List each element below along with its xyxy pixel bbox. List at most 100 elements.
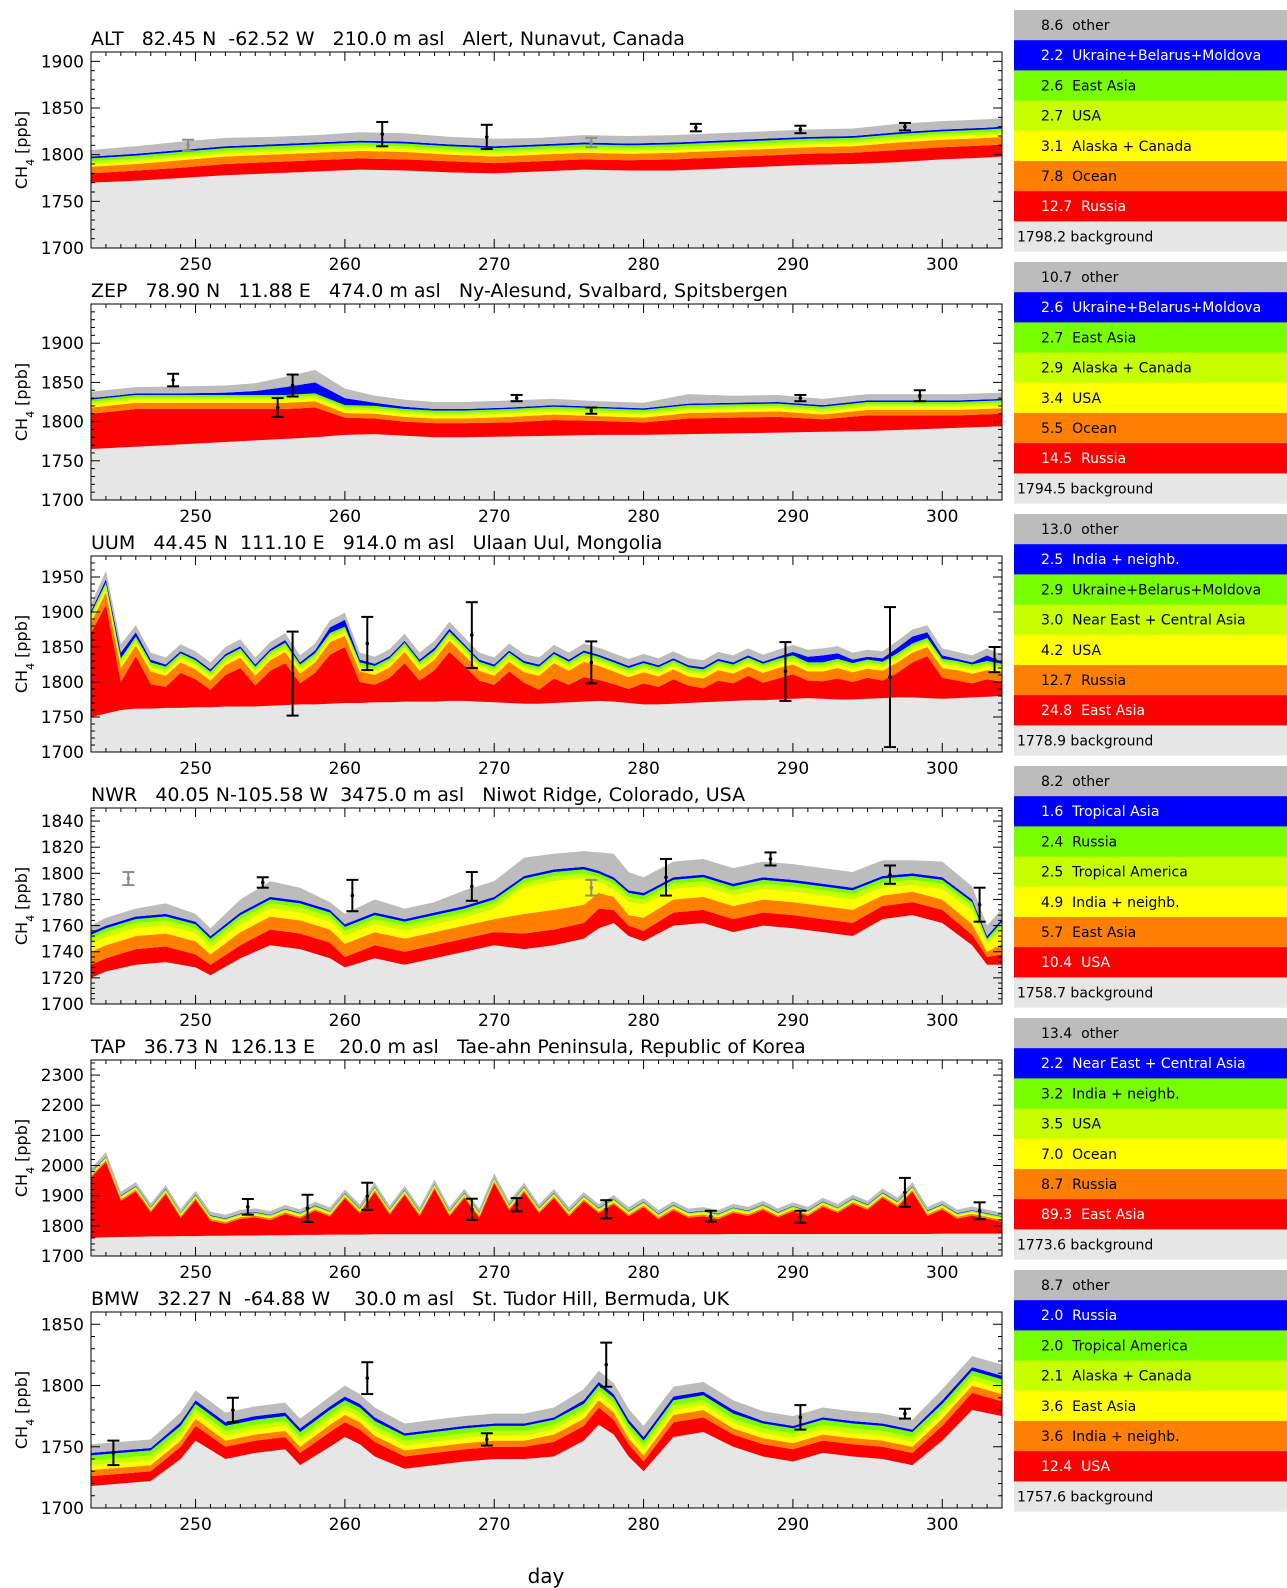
legend-swatch	[1014, 1270, 1287, 1301]
y-tick-label: 1900	[41, 334, 84, 354]
x-tick-label: 290	[777, 507, 809, 527]
observation-errorbar	[764, 851, 777, 867]
stack-layer-other	[91, 369, 1002, 410]
legend-entry: 2.2 Ukraine+Belarus+Moldova	[1041, 48, 1261, 64]
stack-layer-east-asia	[91, 393, 1002, 413]
x-tick-label: 300	[926, 759, 958, 779]
legend-swatch	[1014, 766, 1287, 797]
legend-swatch	[1014, 604, 1287, 636]
x-tick-label: 260	[329, 1011, 361, 1031]
legend-entry: 10.7 other	[1041, 270, 1119, 286]
legend-entry: 4.2 USA	[1041, 643, 1102, 659]
observation-errorbar	[361, 615, 374, 672]
observation-errorbar	[585, 878, 598, 897]
legend-swatch	[1014, 665, 1287, 696]
y-tick-label: 1750	[41, 452, 84, 472]
x-tick-label: 280	[627, 255, 659, 275]
y-tick-label: 1800	[41, 413, 84, 433]
legend-entry: 2.6 Ukraine+Belarus+Moldova	[1041, 300, 1261, 316]
legend-background-label: 1773.6 background	[1017, 1237, 1153, 1253]
station-panel: NWR 40.05 N-105.58 W 3475.0 m asl Niwot …	[12, 766, 1287, 1031]
legend-swatch	[1014, 1300, 1287, 1331]
plot-frame	[90, 303, 1003, 501]
observation-errorbar	[286, 373, 299, 398]
legend-entry: 24.8 East Asia	[1041, 703, 1145, 719]
y-tick-label: 1750	[41, 708, 84, 728]
x-tick-label: 270	[478, 759, 510, 779]
legend-entry: 2.1 Alaska + Canada	[1041, 1369, 1192, 1385]
source-legend: 8.2 other 1.6 Tropical Asia 2.4 Russia 2.5 …	[1014, 766, 1287, 1008]
y-axis-label: CH4 [ppb]	[12, 867, 37, 945]
legend-swatch	[1014, 1330, 1287, 1362]
y-tick-label: 1850	[41, 99, 84, 119]
station-header: TAP 36.73 N 126.13 E 20.0 m asl Tae-ahn …	[90, 1036, 806, 1058]
y-tick-label: 1850	[41, 638, 84, 658]
legend-swatch	[1014, 70, 1287, 102]
legend-swatch	[1014, 947, 1287, 978]
station-panel: TAP 36.73 N 126.13 E 20.0 m asl Tae-ahn …	[12, 1018, 1287, 1283]
y-tick-label: 1750	[41, 1438, 84, 1458]
observation-errorbar	[256, 876, 269, 889]
station-header: NWR 40.05 N-105.58 W 3475.0 m asl Niwot …	[91, 784, 745, 806]
y-axis-label: CH4 [ppb]	[12, 111, 37, 189]
y-tick-label: 1700	[41, 239, 84, 259]
stack-layer-east-asia	[91, 891, 1002, 965]
observation-errorbar	[883, 606, 896, 749]
legend-swatch	[1014, 100, 1287, 132]
observation-errorbar	[600, 1341, 613, 1388]
x-tick-label: 270	[478, 1515, 510, 1535]
observation-errorbar	[600, 1199, 613, 1220]
x-tick-label: 250	[179, 1515, 211, 1535]
legend-entry: 89.3 East Asia	[1041, 1207, 1145, 1223]
y-tick-label: 2200	[41, 1096, 84, 1116]
station-header: UUM 44.45 N 111.10 E 914.0 m asl Ulaan U…	[91, 532, 662, 554]
station-header: BMW 32.27 N -64.88 W 30.0 m asl St. Tudo…	[91, 1288, 730, 1310]
legend-background-swatch	[1014, 1229, 1287, 1260]
legend-background-swatch	[1014, 977, 1287, 1008]
station-panel: ZEP 78.90 N 11.88 E 474.0 m asl Ny-Alesu…	[12, 262, 1287, 527]
legend-swatch	[1014, 1199, 1287, 1230]
y-tick-label: 1800	[41, 673, 84, 693]
stack-layer-tropical-america	[91, 873, 1002, 948]
station-panel: BMW 32.27 N -64.88 W 30.0 m asl St. Tudo…	[12, 1270, 1287, 1535]
legend-swatch	[1014, 1108, 1287, 1140]
observation-errorbar	[465, 871, 478, 902]
x-tick-label: 280	[627, 759, 659, 779]
legend-swatch	[1014, 1451, 1287, 1482]
legend-background-label: 1778.9 background	[1017, 733, 1153, 749]
x-tick-label: 260	[329, 255, 361, 275]
y-axis-label: CH4 [ppb]	[12, 363, 37, 441]
legend-background-swatch	[1014, 221, 1287, 252]
y-tick-label: 1800	[41, 1377, 84, 1397]
observation-errorbar	[898, 1407, 911, 1420]
legend-entry: 8.2 other	[1041, 774, 1110, 790]
legend-entry: 7.0 Ocean	[1041, 1147, 1117, 1163]
y-tick-label: 1800	[41, 1217, 84, 1237]
legend-entry: 5.7 East Asia	[1041, 925, 1136, 941]
stack-layer-east-asia	[91, 605, 1002, 717]
y-tick-label: 1900	[41, 1187, 84, 1207]
background-area	[91, 1233, 1002, 1256]
legend-entry: 2.9 Ukraine+Belarus+Moldova	[1041, 582, 1261, 598]
stack-layer-usa	[91, 398, 1002, 419]
legend-swatch	[1014, 1169, 1287, 1200]
stack-layer-ocean	[91, 401, 1002, 424]
observation-errorbar	[510, 393, 523, 403]
legend-entry: 8.6 other	[1041, 18, 1110, 34]
observation-errorbar	[689, 122, 702, 133]
legend-entry: 8.7 Russia	[1041, 1177, 1117, 1193]
observation-errorbar	[361, 1181, 374, 1211]
observation-errorbar	[794, 1404, 807, 1431]
legend-swatch	[1014, 413, 1287, 444]
stack-layer-russia	[91, 407, 1002, 450]
x-tick-label: 300	[926, 507, 958, 527]
y-tick-label: 2100	[41, 1126, 84, 1146]
legend-entry: 2.6 East Asia	[1041, 78, 1136, 94]
background-area	[91, 156, 1002, 248]
x-tick-label: 300	[926, 1263, 958, 1283]
x-tick-label: 290	[777, 1011, 809, 1031]
y-tick-label: 1900	[41, 603, 84, 623]
stack-layer-russia	[91, 144, 1002, 183]
x-tick-label: 300	[926, 1011, 958, 1031]
y-tick-label: 1820	[41, 838, 84, 858]
